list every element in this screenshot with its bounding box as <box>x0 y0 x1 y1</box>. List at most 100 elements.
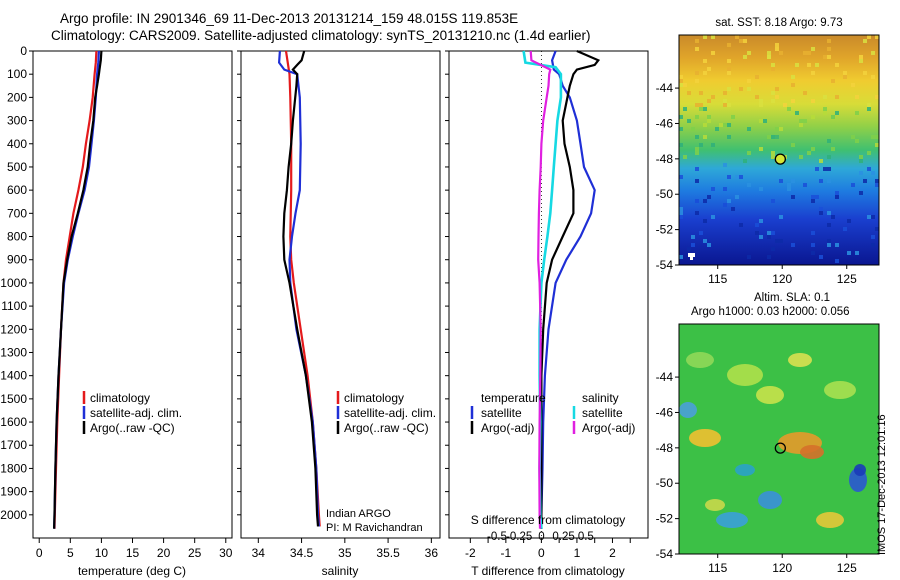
sst-texture-cell <box>727 199 731 203</box>
sst-texture-cell <box>875 227 879 231</box>
sst-texture-cell <box>827 243 831 247</box>
sst-texture-cell <box>703 239 707 243</box>
map-y-tick-label: -48 <box>656 441 674 455</box>
sst-texture-cell <box>807 51 811 55</box>
sst-texture-cell <box>679 83 683 87</box>
sst-texture-cell <box>799 119 803 123</box>
sst-texture-cell <box>859 59 863 63</box>
sst-texture-cell <box>851 183 855 187</box>
sst-texture-cell <box>707 115 711 119</box>
legend-label-sal-satellite: satellite <box>582 406 623 420</box>
map-x-tick-label: 120 <box>772 272 792 286</box>
difference-s-axis-title: S difference from climatology <box>471 513 626 527</box>
sst-texture-cell <box>811 243 815 247</box>
sla-map-frame <box>678 323 880 555</box>
sst-texture-cell <box>851 135 855 139</box>
sst-texture-cell <box>819 179 823 183</box>
legend-label-sal-argo: Argo(-adj) <box>582 421 635 435</box>
map-y-tick-label: -54 <box>656 258 674 272</box>
sst-texture-cell <box>775 127 779 131</box>
sst-texture-cell <box>843 227 847 231</box>
map-y-tick-label: -46 <box>656 405 674 419</box>
sst-texture-cell <box>727 59 731 63</box>
sst-texture-cell <box>691 235 695 239</box>
sst-texture-cell <box>843 75 847 79</box>
x-axis-tick-label: 5 <box>67 546 74 560</box>
sst-texture-cell <box>791 179 795 183</box>
sst-texture-cell <box>811 47 815 51</box>
sst-texture-cell <box>771 67 775 71</box>
sst-texture-cell <box>831 147 835 151</box>
sst-texture-cell <box>867 167 871 171</box>
sst-texture-cell <box>759 147 763 151</box>
sst-texture-cell <box>767 255 771 259</box>
sst-texture-cell <box>771 63 775 67</box>
temperature-plot-frame <box>32 50 233 539</box>
sst-texture-cell <box>723 163 727 167</box>
sst-texture-cell <box>771 91 775 95</box>
sst-texture-cell <box>723 91 727 95</box>
x-axis-tick-label: 0 <box>538 546 545 560</box>
sst-texture-cell <box>703 71 707 75</box>
sst-texture-cell <box>795 111 799 115</box>
sst-texture-cell <box>811 71 815 75</box>
sst-texture-cell <box>727 135 731 139</box>
y-axis-tick-label: 800 <box>7 230 27 244</box>
sst-texture-cell <box>703 219 707 223</box>
sst-texture-cell <box>711 215 715 219</box>
sst-texture-cell <box>695 115 699 119</box>
sst-texture-cell <box>803 183 807 187</box>
sst-texture-cell <box>855 95 859 99</box>
difference-legend: temperature satellite Argo(-adj) salinit… <box>470 391 635 435</box>
sst-texture-cell <box>787 107 791 111</box>
sst-texture-cell <box>695 47 699 51</box>
sst-texture-cell <box>679 207 683 211</box>
temperature-axes: 0 5 10 15 20 25 300100200300400500600700800900… <box>0 44 232 560</box>
y-axis-tick-label: 900 <box>7 253 27 267</box>
sst-texture-cell <box>835 243 839 247</box>
sst-texture-cell <box>823 95 827 99</box>
sla-anomaly-patch <box>689 429 721 447</box>
sla-anomaly-patch <box>756 386 784 404</box>
sst-texture-cell <box>747 183 751 187</box>
sst-texture-cell <box>703 135 707 139</box>
y-axis-tick-label: 1600 <box>0 415 27 429</box>
map-x-tick-label: 125 <box>837 272 857 286</box>
sst-texture-cell <box>835 95 839 99</box>
sst-texture-cell <box>779 51 783 55</box>
x-axis-tick-label: 35.5 <box>376 546 400 560</box>
sst-texture-cell <box>707 119 711 123</box>
sst-texture-cell <box>779 179 783 183</box>
sst-texture-cell <box>855 251 859 255</box>
sst-texture-cell <box>859 171 863 175</box>
sst-texture-cell <box>775 239 779 243</box>
sst-texture-cell <box>739 39 743 43</box>
y-axis-tick-label: 1400 <box>0 369 27 383</box>
sst-texture-cell <box>779 127 783 131</box>
y-axis-tick-label: 2000 <box>0 508 27 522</box>
salinity-difference-tick-label: -0.5 <box>487 531 507 543</box>
y-axis-tick-label: 200 <box>7 90 27 104</box>
map-y-tick-label: -50 <box>656 476 674 490</box>
x-axis-tick-label: 0 <box>36 546 43 560</box>
salinity-axis-label: salinity <box>322 564 359 578</box>
sst-texture-cell <box>827 179 831 183</box>
sst-texture-cell <box>827 47 831 51</box>
sst-texture-cell <box>875 95 879 99</box>
sst-texture-cell <box>783 103 787 107</box>
sla-anomaly-patch <box>824 381 856 399</box>
sst-texture-cell <box>695 167 699 171</box>
x-axis-tick-label: 1 <box>574 546 581 560</box>
sst-texture-cell <box>851 83 855 87</box>
legend-label-climatology: climatology <box>344 391 404 405</box>
sst-texture-cell <box>859 191 863 195</box>
sst-texture-cell <box>831 79 835 83</box>
map-y-tick-label: -54 <box>656 547 674 561</box>
sst-texture-cell <box>707 67 711 71</box>
sst-texture-cell <box>811 115 815 119</box>
sst-texture-cell <box>711 51 715 55</box>
sst-texture-cell <box>695 103 699 107</box>
sst-texture-cell <box>791 111 795 115</box>
sst-texture-cell <box>731 207 735 211</box>
sst-texture-cell <box>727 123 731 127</box>
